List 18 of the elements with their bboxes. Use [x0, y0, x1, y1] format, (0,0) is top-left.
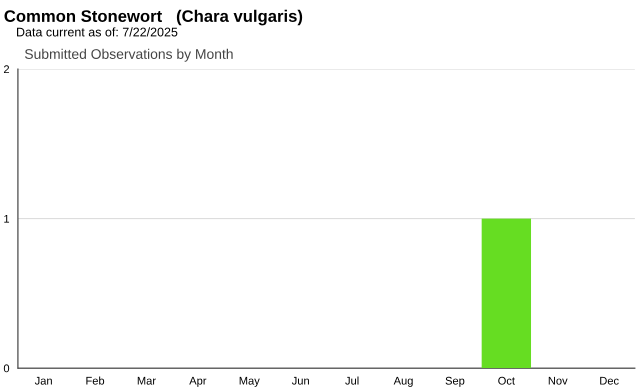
x-tick-label: Mar — [138, 376, 156, 385]
y-tick-label: 2 — [4, 65, 10, 74]
x-tick-label: Dec — [600, 376, 619, 385]
x-tick-label: Aug — [394, 376, 413, 387]
x-tick-label: Feb — [86, 376, 104, 385]
chart-subtitle: Data current as of: 7/22/2025 — [17, 27, 178, 36]
x-tick-label: Jul — [345, 376, 358, 385]
chart-title: Common Stonewort (Chara vulgaris) — [4, 10, 302, 26]
x-tick-label: May — [240, 376, 260, 387]
y-tick-label: 1 — [4, 214, 10, 223]
x-tick-label: Apr — [189, 376, 206, 387]
text: Submitted Observations by Month — [24, 48, 233, 62]
x-tick-label: Oct — [498, 376, 515, 385]
x-tick-label: Jun — [292, 376, 309, 385]
x-tick-label: Nov — [548, 376, 568, 385]
x-tick-label: Jan — [34, 376, 52, 385]
x-tick-label: Sep — [446, 376, 464, 387]
y-tick-label: 0 — [4, 364, 10, 372]
